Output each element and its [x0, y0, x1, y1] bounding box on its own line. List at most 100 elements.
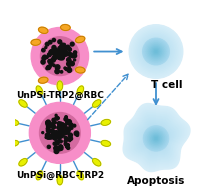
Circle shape — [64, 136, 67, 139]
Circle shape — [55, 65, 60, 70]
Circle shape — [64, 130, 67, 133]
Circle shape — [145, 40, 167, 63]
Circle shape — [151, 47, 161, 56]
Circle shape — [60, 71, 63, 73]
Polygon shape — [128, 109, 185, 167]
Circle shape — [64, 67, 66, 69]
Circle shape — [149, 132, 163, 145]
Circle shape — [54, 146, 58, 150]
Circle shape — [59, 124, 61, 127]
Circle shape — [59, 56, 63, 60]
Circle shape — [143, 38, 169, 65]
Circle shape — [57, 132, 60, 135]
Ellipse shape — [57, 81, 63, 91]
Circle shape — [65, 137, 69, 141]
Circle shape — [60, 128, 64, 133]
Circle shape — [61, 133, 63, 135]
Polygon shape — [147, 129, 165, 147]
Circle shape — [76, 134, 79, 136]
Ellipse shape — [36, 86, 43, 95]
Circle shape — [144, 40, 168, 64]
Circle shape — [136, 31, 176, 72]
Circle shape — [64, 140, 67, 143]
Circle shape — [59, 53, 63, 57]
Circle shape — [153, 48, 159, 55]
Circle shape — [60, 44, 64, 49]
Circle shape — [144, 126, 168, 150]
Circle shape — [58, 122, 61, 126]
Polygon shape — [143, 124, 170, 152]
Text: T cell: T cell — [151, 80, 183, 90]
Polygon shape — [141, 122, 172, 154]
Circle shape — [54, 58, 56, 60]
Circle shape — [74, 59, 76, 61]
Ellipse shape — [77, 86, 83, 95]
Circle shape — [143, 39, 169, 64]
Polygon shape — [132, 113, 181, 163]
Circle shape — [146, 128, 166, 149]
Circle shape — [141, 36, 171, 67]
Polygon shape — [135, 116, 178, 160]
Circle shape — [58, 54, 62, 58]
Circle shape — [48, 53, 51, 57]
Circle shape — [54, 136, 57, 140]
Circle shape — [49, 50, 54, 54]
Ellipse shape — [31, 39, 41, 45]
Circle shape — [63, 48, 67, 53]
Polygon shape — [154, 136, 158, 140]
Circle shape — [132, 27, 180, 76]
Polygon shape — [125, 106, 188, 170]
Circle shape — [46, 121, 49, 124]
Circle shape — [146, 42, 166, 62]
Circle shape — [155, 51, 157, 52]
Circle shape — [61, 49, 63, 51]
Circle shape — [45, 42, 49, 46]
Circle shape — [67, 120, 71, 124]
Polygon shape — [138, 119, 175, 157]
Circle shape — [45, 134, 47, 136]
Ellipse shape — [77, 171, 83, 180]
Polygon shape — [146, 128, 166, 148]
Circle shape — [55, 114, 57, 116]
Circle shape — [58, 131, 62, 136]
Circle shape — [152, 48, 160, 56]
Circle shape — [65, 68, 68, 70]
Circle shape — [49, 61, 53, 65]
Circle shape — [56, 133, 60, 138]
Circle shape — [142, 37, 170, 66]
Circle shape — [53, 136, 56, 139]
Circle shape — [48, 40, 52, 44]
Circle shape — [58, 132, 62, 136]
Circle shape — [59, 55, 61, 57]
Circle shape — [67, 68, 72, 72]
Circle shape — [68, 59, 70, 62]
Circle shape — [53, 54, 56, 56]
Polygon shape — [144, 126, 168, 150]
Polygon shape — [141, 123, 171, 153]
Ellipse shape — [39, 27, 48, 33]
Circle shape — [58, 49, 63, 53]
Polygon shape — [155, 137, 157, 139]
Ellipse shape — [75, 67, 85, 73]
Circle shape — [29, 102, 90, 163]
Circle shape — [154, 50, 158, 53]
Circle shape — [64, 117, 68, 121]
Circle shape — [139, 35, 173, 68]
Polygon shape — [127, 108, 186, 168]
Polygon shape — [140, 121, 173, 155]
Circle shape — [60, 129, 62, 132]
Circle shape — [55, 146, 57, 148]
Circle shape — [60, 126, 63, 130]
Circle shape — [55, 141, 59, 145]
Circle shape — [46, 67, 48, 70]
Ellipse shape — [39, 77, 48, 83]
Circle shape — [147, 43, 165, 60]
Circle shape — [137, 33, 175, 70]
Circle shape — [65, 51, 69, 55]
Polygon shape — [149, 131, 163, 145]
Circle shape — [55, 69, 59, 74]
Circle shape — [73, 124, 76, 127]
Ellipse shape — [57, 175, 63, 185]
Circle shape — [65, 54, 67, 56]
Circle shape — [58, 56, 61, 60]
